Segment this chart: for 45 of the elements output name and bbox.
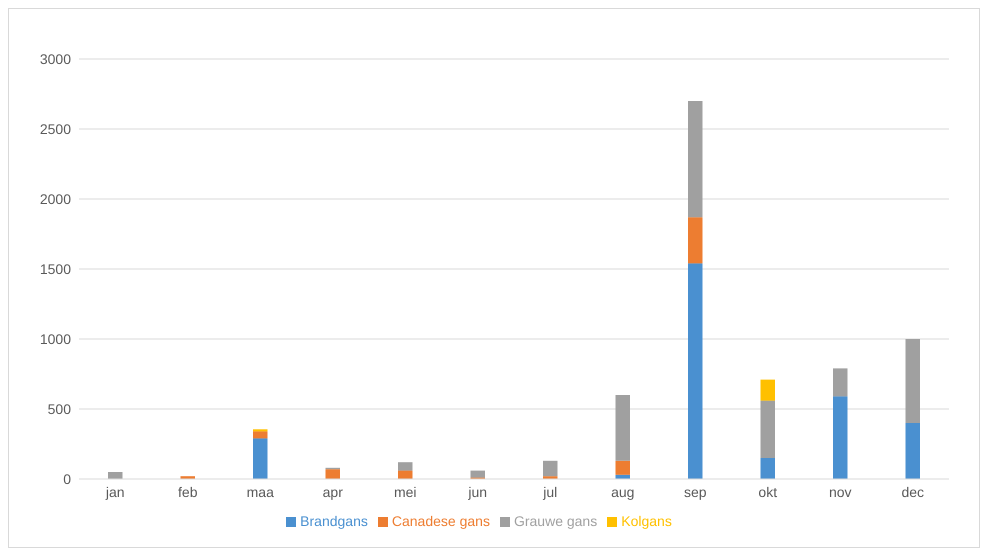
- bar: [688, 101, 702, 218]
- x-tick-label: nov: [828, 484, 852, 500]
- bar: [253, 431, 268, 438]
- bar: [180, 476, 195, 479]
- bar: [398, 470, 412, 479]
- y-tick-label: 2500: [40, 120, 72, 137]
- x-tick-label: okt: [758, 484, 778, 500]
- bar: [833, 396, 848, 479]
- bar: [906, 339, 920, 423]
- x-tick-label: sep: [684, 484, 707, 500]
- bar: [616, 395, 630, 461]
- bar: [616, 460, 630, 475]
- bar: [470, 470, 485, 478]
- bar: [760, 400, 775, 458]
- x-tick-label: jun: [467, 484, 488, 500]
- y-tick-label: 500: [48, 400, 72, 417]
- legend-label: Brandgans: [300, 513, 368, 529]
- bar: [760, 380, 775, 401]
- x-tick-label: apr: [322, 484, 344, 500]
- legend-label: Canadese gans: [392, 513, 490, 529]
- x-tick-label: jul: [542, 484, 558, 500]
- x-tick-label: feb: [178, 484, 198, 500]
- legend-label: Kolgans: [621, 513, 672, 529]
- y-tick-label: 1000: [40, 330, 72, 347]
- bar: [760, 458, 775, 479]
- bar: [108, 472, 122, 479]
- y-tick-label: 0: [63, 470, 72, 487]
- x-tick-label: aug: [611, 484, 634, 500]
- bar: [543, 460, 558, 476]
- x-tick-label: dec: [901, 484, 924, 500]
- bar: [326, 469, 340, 479]
- bar: [906, 423, 920, 479]
- y-tick-label: 1500: [40, 260, 72, 277]
- y-tick-label: 2000: [40, 190, 72, 207]
- x-tick-label: mei: [394, 484, 417, 500]
- x-tick-label: maa: [246, 484, 274, 500]
- bar: [398, 462, 412, 471]
- bar: [253, 438, 268, 479]
- bar: [688, 263, 702, 479]
- legend-label: Grauwe gans: [514, 513, 598, 529]
- y-tick-label: 3000: [40, 50, 72, 67]
- x-tick-label: jan: [104, 484, 125, 500]
- bar: [833, 368, 848, 396]
- bar: [688, 217, 702, 264]
- bar: [543, 476, 558, 479]
